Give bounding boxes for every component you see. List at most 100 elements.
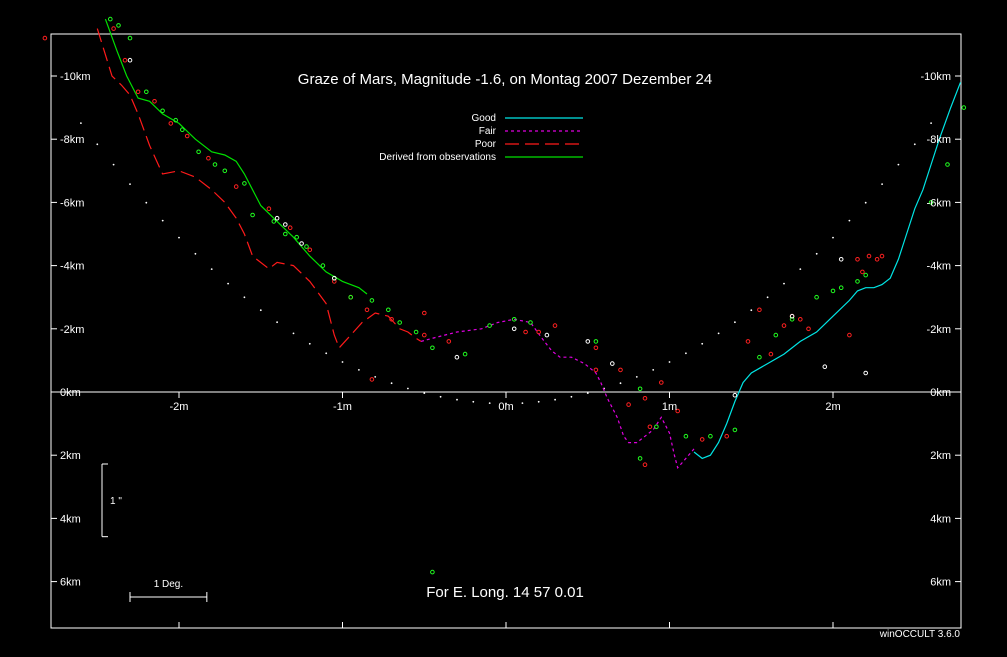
observation-point-red <box>618 367 623 373</box>
degree-scale-label: 1 Deg. <box>154 579 183 590</box>
y-tick-label-right: 0km <box>930 387 951 399</box>
software-credit: winOCCULT 3.6.0 <box>879 629 961 640</box>
limit-dot <box>734 321 736 324</box>
y-tick-label-right: 2km <box>930 450 951 462</box>
observation-point-green <box>961 105 967 110</box>
limit-dot <box>227 282 230 285</box>
x-tick-label: 1m <box>662 401 677 413</box>
limit-dot <box>799 268 802 270</box>
observation-point-red <box>768 351 774 357</box>
observation-point-white <box>732 392 738 398</box>
limit-dot <box>652 369 655 371</box>
observation-point-green <box>430 569 435 575</box>
observation-point-red <box>659 380 664 385</box>
observation-point-white <box>863 370 869 376</box>
y-tick-label-left: -2km <box>60 324 84 336</box>
limit-dot <box>521 402 524 404</box>
observation-point-green <box>708 433 713 439</box>
observation-point-green <box>593 339 599 344</box>
y-tick-label-left: 4km <box>60 513 81 525</box>
observation-point-green <box>320 263 326 268</box>
observation-point-red <box>879 253 885 259</box>
limit-dot <box>292 332 295 335</box>
limit-dot <box>913 143 916 146</box>
observation-point-red <box>364 307 370 313</box>
limit-dot <box>864 201 867 204</box>
observation-point-red <box>287 225 293 230</box>
observation-point-red <box>307 247 313 253</box>
x-tick-label: -1m <box>333 401 352 413</box>
observation-point-red <box>233 184 239 189</box>
limit-dot <box>456 398 458 401</box>
observation-point-red <box>593 345 599 351</box>
observation-point-red <box>757 307 762 313</box>
series-line-good <box>693 82 962 460</box>
observation-point-red <box>523 329 528 335</box>
limit-dots-group <box>80 122 932 405</box>
observation-point-green <box>830 288 836 294</box>
observation-point-white <box>511 326 517 332</box>
limit-dot <box>685 352 687 355</box>
observation-point-green <box>945 162 950 167</box>
legend: Good Fair Poor Derived from observations <box>379 113 583 163</box>
limit-dot <box>668 361 671 363</box>
observation-point-red <box>699 437 705 442</box>
y-tick-label-right: -6km <box>927 197 951 209</box>
observation-point-green <box>180 127 185 132</box>
observation-point-white <box>585 339 591 344</box>
limit-dot <box>80 122 82 124</box>
observation-point-red <box>422 332 427 338</box>
limit-dot <box>145 201 148 204</box>
y-tick-label-right: -2km <box>927 324 951 336</box>
limit-dot <box>815 252 818 255</box>
observation-point-green <box>160 108 165 114</box>
series-line-fair <box>420 318 695 470</box>
limit-dot <box>129 183 131 186</box>
observation-point-red <box>642 396 648 401</box>
observation-point-green <box>116 23 121 28</box>
observation-point-white <box>332 275 337 281</box>
observation-point-green <box>855 279 860 284</box>
y-tick-label-left: -10km <box>60 71 91 83</box>
observation-point-green <box>838 285 844 291</box>
observation-point-red <box>152 99 157 104</box>
observation-point-green <box>386 307 391 313</box>
observation-point-green <box>108 16 113 22</box>
observation-point-red <box>745 339 751 344</box>
legend-label-derived: Derived from observations <box>379 152 496 163</box>
observation-point-green <box>283 231 288 237</box>
observation-point-green <box>173 117 178 123</box>
observation-point-red <box>781 323 787 328</box>
observation-point-red <box>122 57 128 63</box>
limit-dot <box>423 392 426 394</box>
limit-dot <box>619 382 622 385</box>
limit-dot <box>243 296 246 299</box>
y-tick-label-left: 0km <box>60 387 81 399</box>
limit-dot <box>570 395 573 398</box>
observation-point-green <box>304 244 309 249</box>
limit-dot <box>848 219 851 222</box>
y-tick-label-right: 4km <box>930 513 951 525</box>
limit-dot <box>472 400 475 403</box>
observation-point-white <box>838 257 844 262</box>
limit-dot <box>194 252 197 255</box>
observation-point-white <box>610 361 615 366</box>
observation-point-green <box>654 424 659 430</box>
y-tick-label-left: 2km <box>60 450 81 462</box>
chart-title: Graze of Mars, Magnitude -1.6, on Montag… <box>298 71 712 88</box>
limit-dot <box>537 400 540 403</box>
observation-point-green <box>773 332 779 338</box>
observation-point-red <box>536 329 542 335</box>
y-tick-label-right: -4km <box>927 261 951 273</box>
x-tick-label: -2m <box>170 401 189 413</box>
observation-point-white <box>822 364 828 370</box>
observation-point-green <box>413 329 419 335</box>
observation-point-green <box>511 317 517 322</box>
observation-point-white <box>299 241 304 246</box>
observation-point-red <box>42 35 48 41</box>
observation-point-green <box>242 181 247 186</box>
limit-dot <box>766 296 769 299</box>
observation-point-green <box>528 320 533 325</box>
